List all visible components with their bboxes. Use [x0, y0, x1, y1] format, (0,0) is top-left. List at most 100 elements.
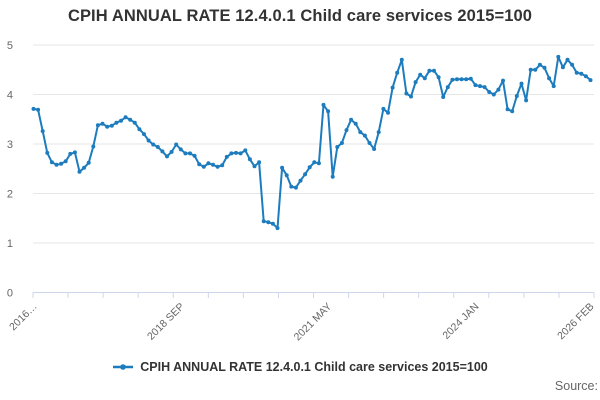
data-point-marker: [487, 90, 492, 94]
data-point-marker: [257, 160, 262, 165]
data-point-marker: [174, 142, 179, 147]
data-point-marker: [284, 173, 289, 178]
data-point-marker: [574, 70, 579, 75]
data-point-marker: [344, 128, 349, 133]
series-line[interactable]: [32, 55, 592, 230]
legend: CPIH ANNUAL RATE 12.4.0.1 Child care ser…: [0, 360, 600, 374]
data-point-marker: [482, 85, 487, 90]
data-point-marker: [160, 149, 165, 154]
data-point-marker: [91, 144, 96, 149]
data-point-marker: [353, 121, 358, 126]
data-point-marker: [169, 149, 174, 154]
data-point-marker: [165, 154, 169, 159]
data-point-marker: [105, 124, 110, 129]
data-point-marker: [422, 76, 427, 81]
data-point-marker: [459, 77, 464, 82]
data-point-marker: [565, 57, 570, 62]
data-point-marker: [395, 70, 400, 75]
data-point-marker: [316, 161, 321, 166]
data-point-marker: [468, 76, 473, 81]
data-point-marker: [114, 120, 119, 125]
data-point-marker: [547, 76, 552, 81]
data-point-marker: [100, 121, 105, 126]
data-point-marker: [275, 226, 280, 231]
data-point-marker: [358, 130, 363, 135]
data-point-marker: [542, 65, 547, 70]
data-point-marker: [132, 120, 137, 125]
x-tick-label: 2018 SEP: [145, 301, 187, 343]
data-point-marker: [367, 141, 372, 145]
y-tick-label: 3: [7, 139, 13, 151]
data-point-marker: [238, 151, 243, 156]
data-point-marker: [45, 150, 50, 155]
data-point-marker: [528, 67, 533, 72]
data-point-marker: [579, 71, 584, 76]
data-point-marker: [298, 178, 303, 183]
data-point-marker: [399, 57, 404, 62]
data-point-marker: [54, 162, 59, 167]
data-point-marker: [77, 169, 82, 174]
chart-title: CPIH ANNUAL RATE 12.4.0.1 Child care ser…: [67, 7, 533, 25]
data-point-marker: [413, 80, 418, 85]
data-point-marker: [252, 164, 257, 169]
data-point-marker: [560, 65, 565, 70]
data-point-marker: [349, 117, 354, 122]
data-point-marker: [514, 94, 519, 98]
data-point-marker: [40, 129, 45, 134]
data-point-marker: [505, 107, 510, 112]
data-point-marker: [123, 115, 128, 120]
data-point-marker: [307, 165, 312, 170]
data-point-marker: [197, 162, 202, 167]
data-point-marker: [427, 68, 432, 73]
data-point-marker: [570, 62, 575, 67]
data-point-marker: [473, 83, 478, 88]
data-point-marker: [537, 62, 542, 67]
legend-label: CPIH ANNUAL RATE 12.4.0.1 Child care ser…: [140, 360, 488, 374]
data-point-marker: [372, 147, 377, 151]
data-point-marker: [183, 151, 188, 156]
x-tick-label: 2016…: [7, 301, 39, 333]
data-point-marker: [211, 162, 215, 167]
data-point-marker: [247, 157, 252, 162]
data-point-marker: [478, 84, 482, 89]
data-point-marker: [229, 151, 234, 156]
data-point-marker: [192, 153, 197, 158]
data-point-marker: [86, 160, 91, 165]
data-point-marker: [243, 148, 248, 153]
data-point-marker: [142, 132, 146, 137]
data-point-marker: [404, 91, 409, 96]
data-point-marker: [321, 102, 326, 107]
data-point-marker: [151, 142, 156, 147]
data-point-marker: [72, 150, 77, 155]
data-point-marker: [303, 172, 308, 177]
data-point-marker: [335, 145, 340, 149]
data-point-marker: [220, 163, 225, 168]
data-point-marker: [280, 165, 285, 170]
data-point-marker: [583, 74, 588, 79]
data-point-marker: [326, 109, 331, 114]
data-point-marker: [533, 67, 538, 72]
data-point-marker: [31, 106, 36, 111]
data-point-marker: [146, 138, 151, 143]
data-point-marker: [524, 98, 529, 103]
x-tick-label: 2021 MAY: [292, 301, 335, 344]
data-point-marker: [119, 118, 123, 123]
data-point-marker: [386, 110, 390, 115]
data-point-marker: [178, 147, 183, 152]
data-point-marker: [128, 117, 133, 122]
data-point-marker: [95, 123, 100, 128]
data-point-marker: [206, 161, 211, 166]
legend-item[interactable]: CPIH ANNUAL RATE 12.4.0.1 Child care ser…: [112, 360, 488, 374]
line-chart-plot[interactable]: 0 1 2 3 4 5 2016… 2018 SEP 2021 MAY 2024 JAN 2026 …: [0, 0, 600, 356]
data-point-marker: [436, 75, 441, 80]
y-tick-label: 5: [7, 40, 13, 52]
data-point-marker: [390, 85, 395, 90]
data-point-marker: [510, 109, 515, 114]
legend-line-marker-icon: [113, 364, 134, 370]
data-point-marker: [49, 160, 54, 165]
data-point-marker: [137, 127, 142, 132]
data-point-marker: [455, 77, 459, 82]
data-point-marker: [409, 94, 413, 99]
data-point-marker: [381, 106, 386, 111]
